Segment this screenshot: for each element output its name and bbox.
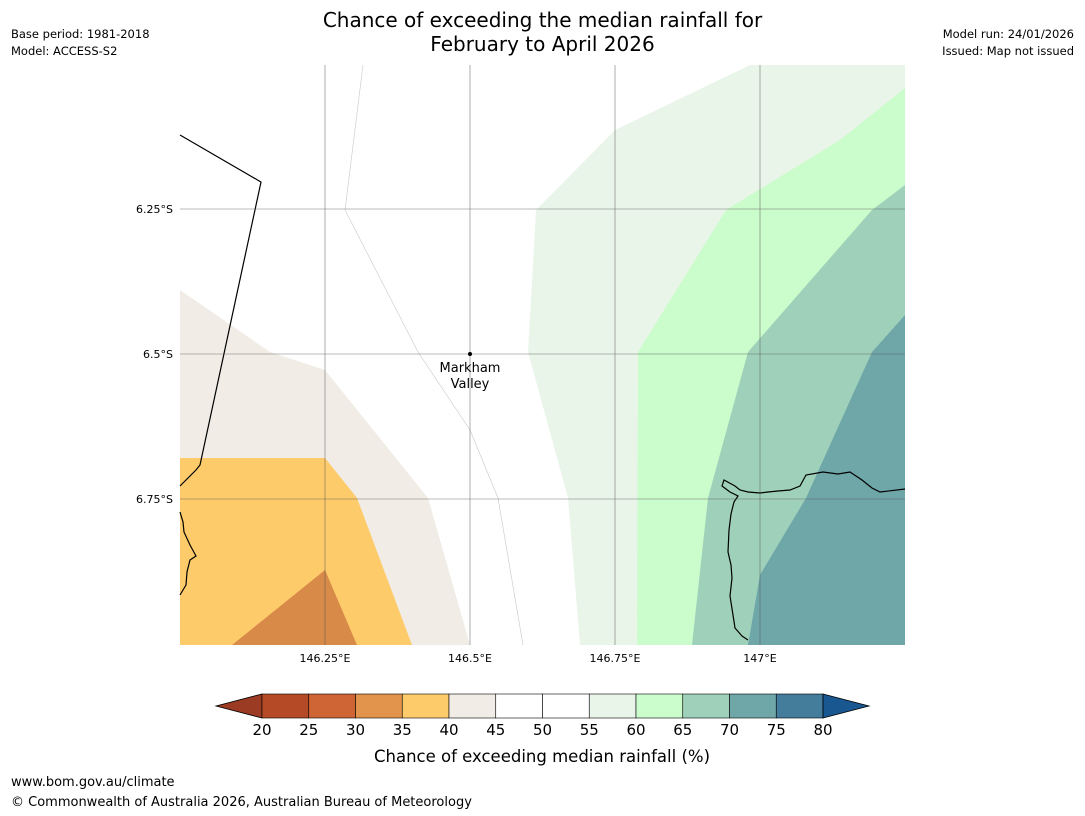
title-line-1: Chance of exceeding the median rainfall … [322,8,763,32]
legend-tick-label: 40 [439,721,458,739]
legend-title: Chance of exceeding median rainfall (%) [374,747,710,766]
zone-70-75 [748,315,905,645]
lon-label: 146.25°E [300,652,351,665]
lat-label: 6.75°S [136,493,173,506]
legend-bin [682,693,730,719]
zone-25-30 [232,570,357,645]
map-zones [180,65,905,645]
zone-35-40 [180,458,412,645]
lon-label: 146.75°E [590,652,641,665]
legend-bin [542,693,590,719]
footer-copyright: © Commonwealth of Australia 2026, Austra… [11,795,472,810]
legend-tick-label: 45 [486,721,505,739]
legend-tick-label: 55 [580,721,599,739]
model-name: Model: ACCESS-S2 [11,44,118,58]
contour-line-50 [344,65,524,645]
legend-tick-label: 60 [626,721,645,739]
coastline-west [179,511,197,596]
place-label: Markham Valley [440,361,501,392]
legend-tick-label: 25 [299,721,318,739]
coastline [179,134,906,641]
legend-tick-label: 50 [533,721,552,739]
legend-arrow-below [214,693,263,719]
legend-tick-label: 80 [813,721,832,739]
lon-label: 147°E [743,652,776,665]
legend-bin [401,693,450,719]
graticule [180,65,905,645]
colorbar-legend: 20 25 30 35 40 45 50 55 60 65 70 75 80 [214,693,871,739]
lon-labels: 146.25°E 146.5°E 146.75°E 147°E [300,652,777,665]
map-title: Chance of exceeding the median rainfall … [0,8,1085,56]
lat-labels: 6.25°S 6.5°S 6.75°S [136,203,173,506]
lat-label: 6.25°S [136,203,173,216]
legend-tick-label: 20 [252,721,271,739]
legend-tick-label: 30 [346,721,365,739]
base-period: Base period: 1981-2018 [11,27,150,41]
legend-bin [261,693,310,719]
legend-bin [448,693,497,719]
meta-right: Model run: 24/01/2026 Issued: Map not is… [942,26,1074,60]
legend-bin [588,693,637,719]
coastline-east [721,471,906,641]
legend-bin [308,693,356,719]
legend-tick-label: 75 [767,721,786,739]
legend-arrow-above [822,693,871,719]
legend-bin [495,693,543,719]
border-line [179,134,262,487]
place-name-line-2: Valley [451,377,490,392]
legend-bin [635,693,684,719]
place-marker [468,352,472,356]
title-line-2: February to April 2026 [430,32,655,56]
place-name-line-1: Markham [440,361,501,376]
legend-bin [729,693,777,719]
legend-bin [775,693,824,719]
model-run: Model run: 24/01/2026 [942,27,1074,41]
legend-bin [355,693,403,719]
lat-label: 6.5°S [143,348,173,361]
meta-left: Base period: 1981-2018 Model: ACCESS-S2 [11,26,150,60]
legend-tick-label: 35 [393,721,412,739]
footer-url: www.bom.gov.au/climate [11,775,175,790]
legend-tick-label: 65 [673,721,692,739]
issued-status: Issued: Map not issued [942,44,1074,58]
lon-label: 146.5°E [448,652,492,665]
legend-tick-label: 70 [720,721,739,739]
